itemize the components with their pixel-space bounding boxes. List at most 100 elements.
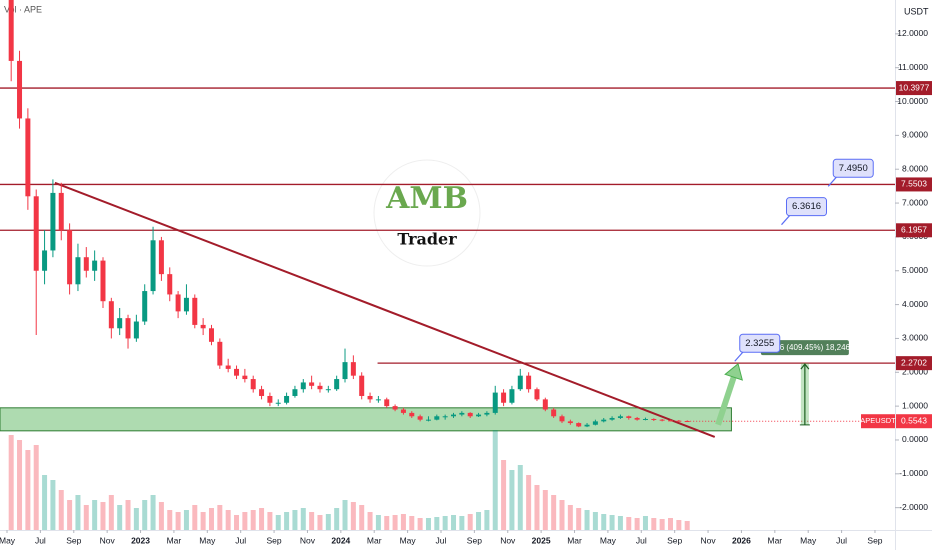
volume-bar	[117, 505, 123, 530]
volume-bar	[225, 510, 231, 530]
candle-body	[359, 375, 365, 396]
callout-label: 7.4950	[839, 163, 868, 174]
callout-pointer	[781, 215, 790, 226]
candle-body	[284, 395, 290, 403]
volume-bar	[192, 505, 198, 530]
candle-body	[267, 395, 273, 403]
level-tag	[896, 81, 932, 96]
candle-body	[467, 412, 473, 417]
volume-bar	[50, 480, 56, 530]
level-label: 6.1957	[901, 225, 927, 235]
symbol-label: APEUSDT	[860, 416, 896, 425]
volume-bar	[559, 500, 565, 530]
x-tick-label: May	[199, 535, 216, 545]
x-tick-label: Mar	[567, 535, 582, 545]
volume-bar	[617, 516, 623, 530]
volume-bar	[567, 505, 573, 530]
x-tick-label: Nov	[300, 535, 316, 545]
volume-bar	[476, 512, 482, 530]
volume-bar	[576, 508, 582, 530]
level-tag	[896, 223, 932, 238]
volume-bar	[375, 515, 381, 530]
candle-body	[317, 385, 323, 390]
candle-body	[342, 362, 348, 380]
volume-bar	[642, 516, 648, 530]
volume-bar	[626, 517, 632, 530]
callout-label: 2.3255	[745, 338, 774, 349]
callout-box	[739, 333, 781, 353]
volume-bar	[684, 521, 690, 530]
volume-bar	[292, 510, 298, 530]
candle-body	[601, 419, 607, 422]
trendline	[54, 181, 716, 438]
candle-body	[375, 399, 381, 401]
level-tag	[896, 177, 932, 192]
volume-bar	[367, 512, 373, 530]
volume-bar	[551, 495, 557, 530]
x-tick-label: Sep	[867, 535, 882, 545]
candle-body	[133, 321, 139, 339]
candle-body	[17, 60, 23, 119]
candle-body	[609, 417, 615, 420]
x-tick-label: 2023	[131, 535, 150, 545]
volume-bar	[317, 515, 323, 530]
volume-bar	[601, 514, 607, 530]
volume-bar	[75, 495, 81, 530]
y-tick-label: -2.0000	[899, 502, 928, 512]
y-tick-label: 11.0000	[898, 62, 928, 72]
volume-bar	[42, 475, 48, 530]
x-tick-label: Jul	[636, 535, 647, 545]
volume-bar	[259, 508, 265, 530]
candle-body	[392, 406, 398, 410]
candle-body	[409, 412, 415, 417]
candle-body	[334, 379, 340, 390]
x-tick-label: Jul	[235, 535, 246, 545]
candle-body	[576, 423, 582, 427]
measure-head	[800, 363, 810, 370]
candle-body	[292, 389, 298, 396]
volume-bar	[150, 495, 156, 530]
last-price-tag	[896, 414, 932, 429]
volume-bar	[434, 517, 440, 530]
candle-body	[492, 392, 498, 413]
candle-body	[592, 421, 598, 425]
candle-body	[250, 379, 256, 390]
x-tick-label: May	[400, 535, 417, 545]
currency-label: USDT	[904, 6, 929, 16]
logo-circle	[373, 159, 481, 267]
candle-body	[634, 417, 640, 420]
candle-body	[400, 409, 406, 413]
candle-body	[642, 418, 648, 420]
y-tick-label: 10.0000	[897, 96, 928, 106]
measure-label: 1.8246 (409.45%) 18,246	[760, 343, 851, 352]
volume-bar	[142, 500, 148, 530]
volume-bar	[100, 502, 106, 530]
volume-bar	[309, 512, 315, 530]
measure-tag	[760, 340, 849, 356]
candle-body	[25, 118, 31, 197]
x-tick-label: Nov	[100, 535, 116, 545]
x-tick-label: Sep	[267, 535, 282, 545]
candle-body	[517, 375, 523, 390]
level-tag	[896, 356, 932, 371]
candle-body	[33, 196, 39, 271]
volume-bar	[592, 512, 598, 530]
candle-body	[108, 301, 114, 329]
volume-bar	[534, 485, 540, 530]
x-tick-label: Nov	[700, 535, 716, 545]
candle-body	[150, 240, 156, 292]
x-tick-label: Sep	[66, 535, 81, 545]
x-tick-label: May	[0, 535, 16, 545]
volume-bar	[451, 515, 457, 530]
candle-body	[142, 291, 148, 322]
y-tick-label: 3.0000	[902, 333, 928, 343]
candle-body	[551, 409, 557, 417]
volume-bar	[275, 515, 281, 530]
candle-body	[584, 424, 590, 427]
volume-bar	[125, 500, 131, 530]
candle-body	[534, 389, 540, 400]
x-tick-label: Sep	[667, 535, 682, 545]
callout-box	[785, 197, 827, 217]
